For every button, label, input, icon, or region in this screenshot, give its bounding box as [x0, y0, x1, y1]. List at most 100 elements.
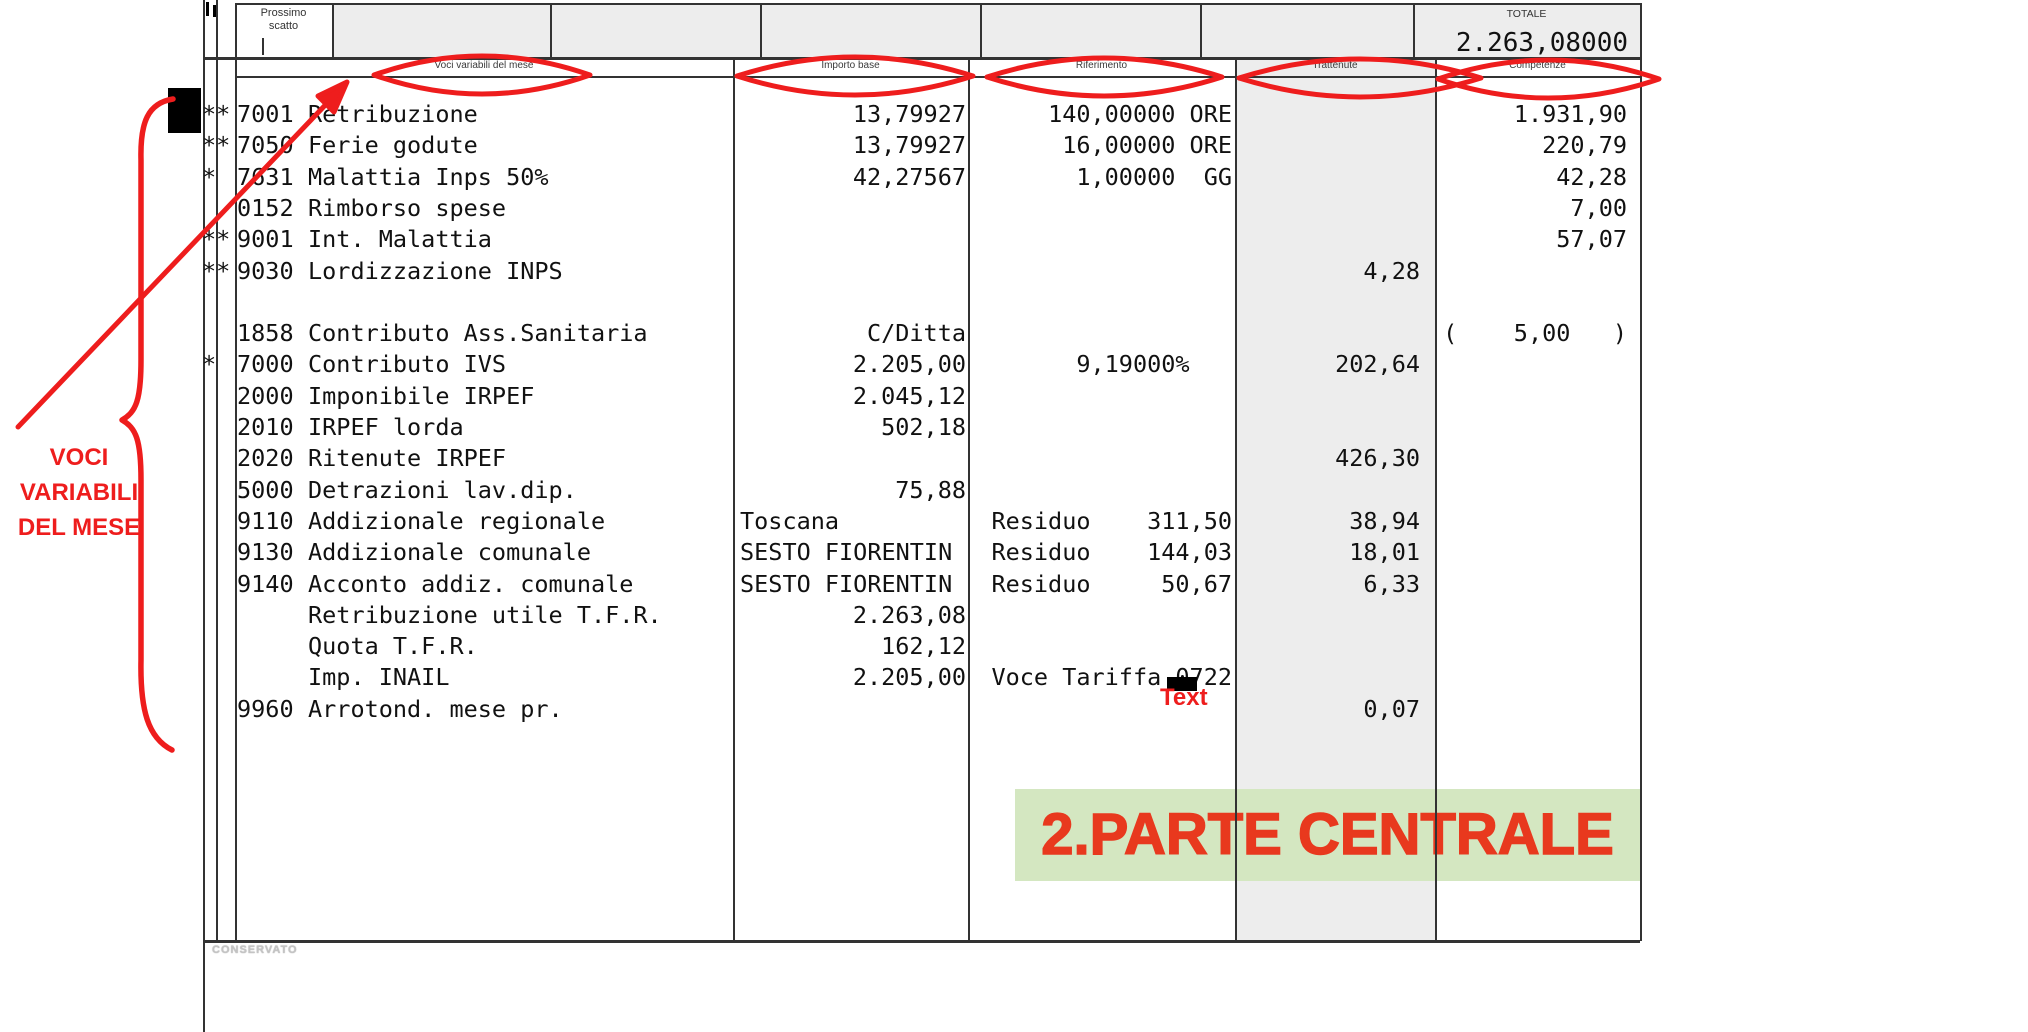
row-description: Contributo Ass.Sanitaria — [308, 319, 648, 348]
row-description: Imponibile IRPEF — [308, 381, 535, 410]
row-importo-base: 2.205,00 — [852, 663, 966, 692]
row-voce-code: 2000 — [237, 381, 294, 410]
row-trattenute: 38,94 — [1349, 506, 1420, 535]
table-row: Quota T.F.R. 162,12 — [0, 631, 2028, 662]
strip-divider-1 — [550, 3, 552, 58]
row-localita: SESTO FIORENTIN — [740, 538, 953, 567]
table-bottom-border — [203, 940, 1640, 943]
row-description: Acconto addiz. comunale — [308, 569, 634, 598]
row-importo-base: C/Ditta — [866, 319, 966, 348]
row-trattenute: 0,07 — [1363, 694, 1420, 723]
table-row: 2010 IRPEF lorda 502,18 — [0, 412, 2028, 443]
row-voce-code: 9140 — [237, 569, 294, 598]
row-competenze: 1.931,90 — [1513, 100, 1627, 128]
row-description: IRPEF lorda — [308, 413, 464, 441]
row-importo-base: 13,79927 — [852, 131, 966, 160]
row-voce-code: 7001 — [237, 100, 294, 128]
row-competenze: 7,00 — [1570, 193, 1627, 222]
row-voce-code: 1858 — [237, 319, 294, 348]
table-row: Imp. INAIL 2.205,00 Voce Tariffa 0722 — [0, 662, 2028, 693]
row-localita: SESTO FIORENTIN — [740, 569, 953, 598]
top-left-tick-1 — [206, 2, 209, 16]
row-asterisk-marks: ** — [202, 131, 231, 160]
row-description: Lordizzazione INPS — [308, 256, 563, 285]
column-line-importo — [733, 58, 735, 941]
row-description: Arrotond. mese pr. — [308, 694, 563, 723]
voci-variabili-annotation: VOCI VARIABILI DEL MESE — [4, 440, 154, 545]
row-asterisk-marks: * — [202, 162, 217, 191]
table-right-border — [1640, 3, 1642, 941]
table-row: 2000 Imponibile IRPEF 2.045,12 — [0, 381, 2028, 412]
row-importo-base: 162,12 — [881, 632, 966, 661]
row-description: Int. Malattia — [308, 225, 492, 254]
strip-divider-3 — [980, 3, 982, 58]
top-left-tick-2 — [213, 5, 216, 17]
row-description: Ritenute IRPEF — [308, 444, 507, 473]
row-voce-code: 2010 — [237, 413, 294, 441]
row-riferimento: 9,19000% — [1076, 350, 1232, 379]
row-trattenute: 18,01 — [1349, 538, 1420, 567]
table-left-border — [235, 3, 237, 941]
prossimo-scatto-line2: scatto — [268, 20, 299, 32]
table-top-border — [235, 3, 1640, 5]
row-riferimento: Residuo 50,67 — [991, 569, 1232, 598]
column-line-trattenute — [1235, 58, 1237, 941]
row-voce-code: 7000 — [237, 350, 294, 379]
row-riferimento: 1,00000 GG — [1048, 162, 1232, 191]
row-description: Addizionale regionale — [308, 506, 606, 535]
table-row: Retribuzione utile T.F.R. 2.263,08 — [0, 600, 2028, 631]
prossimo-scatto-box: Prossimo scatto — [235, 7, 332, 33]
row-riferimento: 16,00000 ORE — [1048, 131, 1232, 160]
prossimo-scatto-line1: Prossimo — [260, 7, 307, 19]
column-line-competenze — [1435, 58, 1437, 941]
row-voce-code: 0152 — [237, 193, 294, 222]
row-description: Quota T.F.R. — [308, 632, 478, 661]
table-row: ** 7050 Ferie godute 13,79927 16,00000 O… — [0, 130, 2028, 161]
row-trattenute: 6,33 — [1363, 569, 1420, 598]
row-voce-code: 5000 — [237, 475, 294, 504]
voci-annotation-line1: VOCI — [49, 444, 109, 471]
strip-divider-4 — [1200, 3, 1202, 58]
table-row: 1858 Contributo Ass.Sanitaria C/Ditta ( … — [0, 318, 2028, 349]
row-importo-base: 42,27567 — [852, 162, 966, 191]
voci-annotation-line2: VARIABILI — [19, 479, 139, 506]
table-row: 0152 Rimborso spese 7,00 — [0, 193, 2028, 224]
row-description: Retribuzione utile T.F.R. — [308, 600, 662, 629]
row-competenze: 220,79 — [1542, 131, 1627, 160]
row-importo-base: 75,88 — [895, 475, 966, 504]
prossimo-box-right-border — [332, 3, 334, 58]
row-description: Ferie godute — [308, 131, 478, 160]
black-redaction-mark — [168, 88, 201, 133]
totale-box-left-border — [1413, 3, 1415, 58]
conservato-watermark: CONSERVATO — [212, 944, 298, 956]
row-competenze: 42,28 — [1556, 162, 1627, 191]
row-description: Detrazioni lav.dip. — [308, 475, 577, 504]
table-row: * 7631 Malattia Inps 50% 42,27567 1,0000… — [0, 162, 2028, 193]
row-description: Malattia Inps 50% — [308, 162, 549, 191]
row-voce-code: 7050 — [237, 131, 294, 160]
text-cursor-black-bar — [1167, 677, 1197, 691]
table-row: ** 7001 Retribuzione 13,79927 140,00000 … — [0, 99, 2028, 130]
row-description: Addizionale comunale — [308, 538, 591, 567]
totale-label: TOTALE — [1506, 8, 1547, 20]
table-row: 5000 Detrazioni lav.dip. 75,88 — [0, 475, 2028, 506]
voci-annotation-line3: DEL MESE — [17, 514, 141, 541]
row-voce-code: 9110 — [237, 506, 294, 535]
left-inner-line — [216, 0, 218, 941]
text-annotation-label: Text — [1160, 684, 1208, 711]
row-riferimento: Residuo 311,50 — [991, 506, 1232, 535]
row-asterisk-marks: ** — [202, 225, 231, 254]
row-trattenute: 4,28 — [1363, 256, 1420, 285]
table-row: ** 9001 Int. Malattia 57,07 — [0, 224, 2028, 255]
row-riferimento: Residuo 144,03 — [991, 538, 1232, 567]
table-row: ** 9030 Lordizzazione INPS 4,28 — [0, 256, 2028, 287]
row-competenze: 57,07 — [1556, 225, 1627, 254]
row-importo-base: 2.263,08 — [852, 600, 966, 629]
row-trattenute: 426,30 — [1335, 444, 1420, 473]
table-row: * 7000 Contributo IVS 2.205,00 9,19000% … — [0, 349, 2028, 380]
row-riferimento: Voce Tariffa 0722 — [991, 663, 1232, 692]
row-asterisk-marks: ** — [202, 256, 231, 285]
column-line-riferimento — [968, 58, 970, 941]
